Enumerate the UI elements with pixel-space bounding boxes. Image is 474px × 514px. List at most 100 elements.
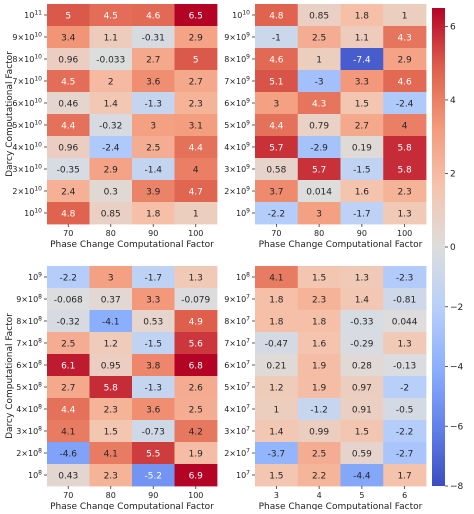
cell-value-label: 4.6 [146,12,161,22]
heatmap-cell [174,158,218,181]
cell-value-label: -0.81 [393,296,416,306]
heatmap-cell [383,332,427,355]
heatmap-cell [47,266,90,289]
cell-value-label: 6.8 [189,362,204,372]
heatmap-cell [47,158,90,181]
cell-value-label: 2.3 [189,100,203,110]
cell-value-label: 2.7 [146,56,160,66]
cell-value-label: -2.4 [396,100,414,110]
cell-value-label: 2.5 [189,406,203,416]
heatmap-cell [174,92,218,115]
colorbar-tick-label: 6 [450,22,456,32]
colorbar-scale [432,8,445,486]
heatmap-cell [340,114,384,137]
colorbar-tick-label: 0 [450,243,456,253]
heatmap-cell [174,420,218,443]
x-tick-label: 80 [314,229,324,238]
cell-value-label: 2.9 [189,34,204,44]
heatmap-cell [174,332,218,355]
cell-value-label: 1.2 [104,340,118,350]
cell-value-label: 5.5 [146,450,160,460]
cell-value-label: 5.8 [397,166,412,176]
cell-value-label: -0.47 [265,340,288,350]
y-tick-label: 8×109 [224,54,250,65]
heatmap-cell [89,4,133,27]
cell-value-label: -4.1 [102,318,120,328]
cell-value-label: 0.3 [104,188,118,198]
heatmap-cell [340,266,384,289]
heatmap-cell [297,4,341,27]
cell-value-label: 0.43 [58,472,78,482]
cell-value-label: -2.9 [310,144,328,154]
heatmap-cell [340,92,384,115]
cell-value-label: -1.3 [144,384,162,394]
heatmap-cell [383,158,427,181]
y-tick-label: 7×1010 [12,76,42,87]
heatmap-cell [255,92,299,115]
heatmap-cell [174,136,218,159]
cell-value-label: -0.5 [396,406,414,416]
cell-value-label: 1.3 [189,274,203,284]
heatmap-cell [47,376,90,399]
cell-value-label: 3.3 [146,296,160,306]
heatmap-cell [47,26,90,49]
cell-value-label: 0.58 [266,166,286,176]
cell-value-label: 0.044 [392,318,418,328]
y-tick-label: 6×107 [224,360,250,371]
cell-value-label: -2.2 [396,428,414,438]
cell-value-label: 2.9 [397,56,412,66]
cell-value-label: -2.2 [268,210,286,220]
y-tick-label: 107 [236,470,250,481]
heatmap-cell [174,354,218,377]
heatmap-cell [174,48,218,71]
heatmap-cell [340,48,384,71]
cell-value-label: 1.6 [312,340,327,350]
heatmap-cell [340,420,384,443]
y-tick-label: 7×108 [16,338,42,349]
cell-value-label: -4.4 [353,472,371,482]
cell-value-label: 4.4 [61,122,76,132]
y-tick-label: 108 [28,470,42,481]
cell-value-label: -0.32 [57,318,80,328]
y-tick-label: 9×1010 [12,32,42,43]
cell-value-label: 0.96 [58,144,78,154]
heatmap-cell [174,310,218,333]
cell-value-label: 3.3 [355,78,369,88]
cell-value-label: 1.1 [355,34,369,44]
heatmap-cell [383,26,427,49]
heatmap-cell [132,376,175,399]
y-tick-label: 5×107 [224,382,250,393]
heatmap-cell [174,464,218,487]
heatmap-cell [383,266,427,289]
cell-value-label: 1.4 [355,296,370,306]
cell-value-label: 2.3 [104,406,118,416]
heatmap-cell [255,442,299,465]
cell-value-label: 1 [193,210,199,220]
y-tick-label: 4×1010 [12,142,42,153]
cell-value-label: 1.8 [355,12,370,22]
cell-value-label: -4.6 [59,450,77,460]
heatmap-cell [297,48,341,71]
heatmap-panel-1: 5 4.5 4.6 6.5 3.4 1.1 -0.31 2.9 0.96 -0.033 2.7 5 4.… [5,4,218,250]
heatmap-cell [47,136,90,159]
heatmap-cell [132,420,175,443]
heatmap-cell [255,398,299,421]
cell-value-label: 1.5 [355,428,369,438]
heatmap-cell [47,70,90,93]
y-tick-label: 8×108 [16,316,42,327]
cell-value-label: 6.9 [189,472,204,482]
heatmap-cell [340,288,384,311]
heatmap-panel-3: -2.2 3 -1.7 1.3 -0.068 0.37 3.3 -0.079 -0.32 -4.1… [5,266,218,512]
cell-value-label: 4.6 [269,56,284,66]
heatmap-cell [383,4,427,27]
cell-value-label: 4.1 [104,450,118,460]
x-tick-label: 100 [188,229,203,238]
heatmap-cell [340,136,384,159]
cell-value-label: 2.2 [312,472,326,482]
cell-value-label: -2.4 [102,144,120,154]
heatmap-cell [47,332,90,355]
y-tick-label: 4×107 [224,404,250,415]
x-tick-label: 100 [188,491,203,500]
y-tick-label: 9×108 [16,294,42,305]
cell-value-label: -0.32 [99,122,122,132]
